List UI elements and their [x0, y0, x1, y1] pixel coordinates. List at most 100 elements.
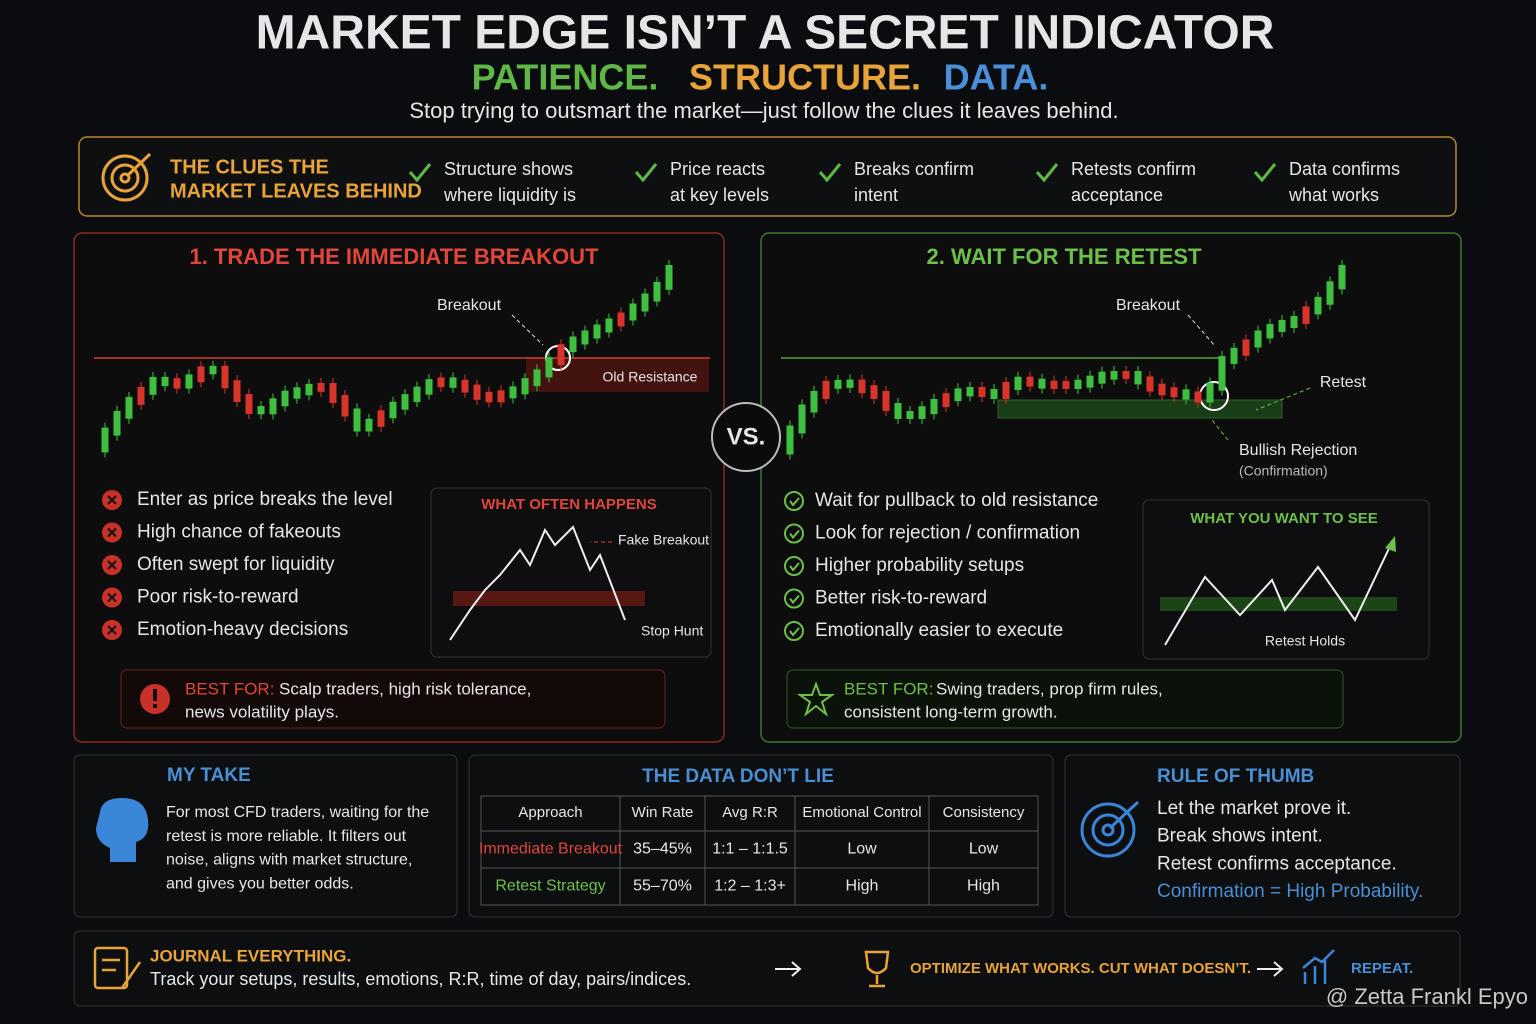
candle	[245, 394, 253, 414]
chart-label: Old Resistance	[603, 369, 698, 385]
best-for-text: news volatility plays.	[185, 702, 339, 721]
candle	[233, 380, 241, 402]
best-for-text: Swing traders, prop firm rules,	[936, 679, 1163, 698]
candle	[485, 391, 493, 403]
candle	[533, 369, 541, 387]
rule-text: Let the market prove it.	[1157, 798, 1351, 819]
candle	[1218, 356, 1226, 391]
take-text: and gives you better odds.	[166, 875, 354, 892]
check-icon	[789, 562, 800, 572]
candle	[461, 379, 469, 393]
check-icon	[789, 497, 800, 507]
inset-label: Fake Breakout	[618, 532, 709, 548]
table-cell: Immediate Breakout	[479, 841, 623, 858]
alert-icon	[153, 689, 157, 701]
candle	[593, 324, 601, 339]
rule-text: Break shows intent.	[1157, 826, 1323, 847]
candle	[353, 408, 361, 432]
tagline: STRUCTURE.	[689, 57, 921, 98]
candle	[894, 403, 902, 419]
journal-icon	[93, 946, 142, 990]
candle	[317, 383, 325, 392]
table-cell: 1:1 – 1:1.5	[712, 841, 788, 858]
check-icon	[784, 621, 804, 641]
candle	[257, 406, 265, 415]
rule-box	[1064, 754, 1461, 918]
candle	[966, 387, 974, 397]
check-icon	[789, 594, 800, 605]
chart-label: Bullish Rejection	[1239, 442, 1357, 459]
inset-label: Retest Holds	[1265, 633, 1345, 649]
candle	[497, 390, 505, 403]
point-text: High chance of fakeouts	[137, 522, 341, 543]
table-cell: Low	[847, 841, 877, 858]
vs-badge	[711, 402, 781, 472]
candle	[281, 390, 289, 407]
watermark: @ Zetta Frankl Epyo	[1326, 984, 1528, 1009]
candle	[389, 401, 397, 419]
clue-text: at key levels	[670, 185, 769, 205]
candle	[509, 386, 517, 399]
arrow	[1255, 387, 1311, 411]
inset-box	[430, 487, 712, 658]
footer-box	[73, 930, 1461, 1007]
tagline: PATIENCE.	[472, 57, 659, 98]
candle	[858, 379, 866, 394]
candle	[882, 391, 890, 411]
candle	[665, 265, 673, 290]
take-text: For most CFD traders, waiting for the	[166, 804, 429, 821]
candle	[653, 281, 661, 302]
arrow	[511, 314, 544, 346]
table-cell: High	[846, 878, 879, 895]
cross-icon	[107, 625, 117, 635]
candle	[1206, 382, 1214, 403]
point-text: Higher probability setups	[815, 555, 1024, 576]
best-for-label: BEST FOR:	[185, 679, 274, 698]
arrow	[1257, 961, 1284, 977]
retest-panel	[760, 232, 1462, 743]
candle	[786, 425, 794, 455]
candle	[810, 391, 818, 413]
table-header: Consistency	[943, 804, 1025, 821]
clue-text: Structure shows	[444, 159, 573, 179]
clue-text: where liquidity is	[443, 185, 576, 205]
chart-label: Retest	[1320, 374, 1367, 391]
clues-title: THE CLUES THE	[170, 156, 329, 178]
candle	[1026, 376, 1034, 387]
candle	[605, 318, 613, 333]
candle	[1146, 376, 1154, 392]
section-title: RULE OF THUMB	[1157, 766, 1314, 787]
inset-line	[449, 525, 626, 641]
best-for-text: consistent long-term growth.	[844, 702, 1058, 721]
clue-text: intent	[854, 185, 898, 205]
candle	[209, 365, 217, 375]
table-cell: 1:2 – 1:3+	[714, 878, 786, 895]
candle	[425, 379, 433, 395]
candle	[1014, 376, 1022, 390]
section-title: MY TAKE	[167, 765, 251, 786]
journal-title: JOURNAL EVERYTHING.	[150, 946, 351, 965]
candle	[846, 379, 854, 388]
candle	[101, 427, 109, 453]
candle	[521, 378, 529, 395]
cross-icon	[107, 592, 117, 603]
panel-title: 2. WAIT FOR THE RETEST	[926, 244, 1202, 269]
table-header: Avg R:R	[722, 804, 778, 821]
candle	[1338, 264, 1346, 290]
candle	[437, 377, 445, 388]
candle	[401, 394, 409, 410]
journal-text: Track your setups, results, emotions, R:…	[150, 969, 691, 989]
point-text: Wait for pullback to old resistance	[815, 490, 1098, 511]
candle	[293, 387, 301, 399]
alert-icon	[153, 704, 157, 708]
retest-zone	[997, 399, 1283, 419]
candle	[413, 386, 421, 403]
check-icon	[784, 523, 804, 544]
point-text: Emotionally easier to execute	[815, 620, 1063, 641]
candle	[1326, 281, 1334, 305]
check-icon	[784, 588, 804, 609]
candle	[329, 383, 337, 403]
candle	[221, 365, 229, 389]
candle	[978, 387, 986, 397]
